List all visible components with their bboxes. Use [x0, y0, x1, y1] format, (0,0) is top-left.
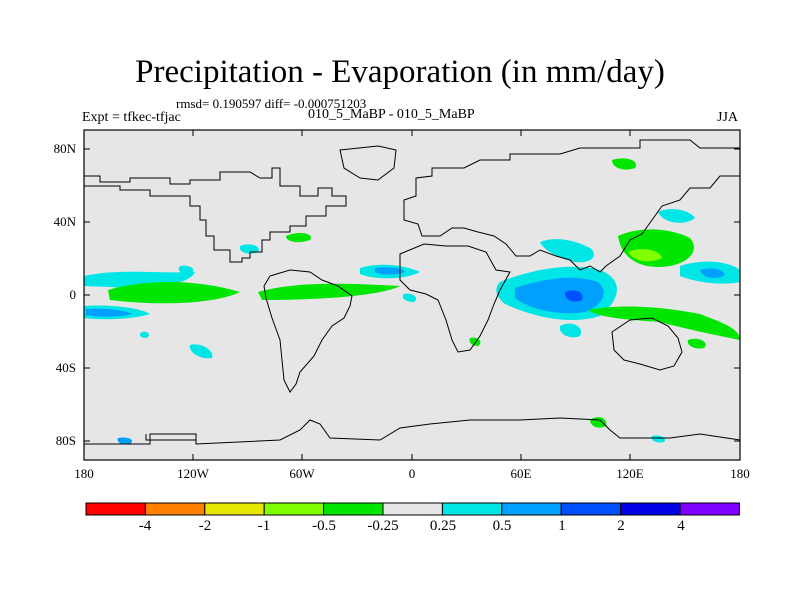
axis-ticks [84, 130, 740, 460]
colorbar-label: -2 [198, 518, 212, 534]
colorbar-swatch [204, 502, 265, 516]
colorbar [85, 502, 740, 516]
lon-tick-label: 120W [177, 466, 209, 481]
contour-patch [178, 265, 194, 275]
coastline [145, 434, 196, 441]
colorbar-label: -4 [138, 518, 152, 534]
contour-patch [239, 244, 259, 254]
contour-patch [189, 344, 213, 359]
lon-tick-label: 60E [510, 466, 532, 481]
season-label: JJA [717, 110, 739, 125]
contour-patch [375, 267, 405, 275]
plot-title: Precipitation - Evaporation (in mm/day) [135, 54, 665, 90]
colorbar-label: 2 [617, 518, 625, 534]
contour-patch [612, 158, 636, 170]
contour-patch [559, 323, 581, 338]
contour-patch [700, 268, 725, 278]
contour-patch [117, 437, 133, 445]
colorbar-swatch [441, 502, 503, 516]
stats-text: rmsd= 0.190597 diff= -0.000751203 [176, 96, 367, 111]
contour-patch [658, 209, 695, 223]
coastline [84, 167, 347, 263]
lat-tick-label: 40N [53, 214, 76, 229]
coastline [339, 145, 397, 181]
colorbar-swatch [323, 502, 384, 516]
colorbar-swatch [144, 502, 206, 516]
colorbar-label: -0.5 [312, 518, 336, 534]
contour-patch [628, 249, 662, 262]
lon-tick-label: 0 [408, 466, 416, 481]
coastline [611, 317, 683, 371]
contour-patch [564, 290, 583, 302]
lon-tick-label: 180 [74, 466, 94, 481]
colorbar-label: -1 [257, 518, 271, 534]
lon-tick-label: 60W [289, 466, 315, 481]
colorbar-swatch [263, 502, 325, 516]
case-label: 010_5_MaBP - 010_5_MaBP [308, 107, 475, 122]
lon-tick-label: 120E [616, 466, 644, 481]
colorbar-label: -0.25 [367, 518, 399, 534]
contour-patch [258, 283, 400, 300]
contour-patch [687, 338, 706, 349]
contour-patch [515, 277, 604, 314]
lat-tick-label: 80S [55, 433, 76, 448]
colorbar-swatch [560, 502, 622, 516]
anomaly-contours [84, 158, 740, 445]
contour-patch [139, 331, 149, 338]
colorbar-swatch [620, 502, 681, 516]
contour-patch [651, 435, 666, 443]
colorbar-swatch [382, 502, 443, 516]
coastline [84, 417, 741, 445]
colorbar-label: 4 [677, 518, 685, 534]
coastline [403, 139, 741, 273]
colorbar-swatch [501, 502, 562, 516]
experiment-label: Expt = tfkec-tfjac [82, 110, 181, 125]
colorbar-swatch [85, 502, 146, 516]
colorbar-label: 1 [558, 518, 566, 534]
contour-patch [402, 293, 417, 302]
colorbar-swatch [679, 502, 740, 516]
lat-tick-label: 40S [55, 360, 76, 375]
lon-tick-label: 180 [730, 466, 750, 481]
contour-patch [588, 306, 740, 340]
lat-tick-label: 80N [53, 141, 76, 156]
contour-patch [286, 233, 311, 243]
colorbar-label: 0.5 [492, 518, 512, 534]
lat-tick-label: 0 [69, 287, 77, 302]
coastline [399, 243, 511, 353]
colorbar-label: 0.25 [429, 518, 457, 534]
contour-patch [540, 239, 595, 263]
contour-patch [86, 308, 132, 317]
coastline [263, 269, 353, 393]
contour-patch [108, 281, 240, 304]
coastlines [84, 139, 741, 445]
